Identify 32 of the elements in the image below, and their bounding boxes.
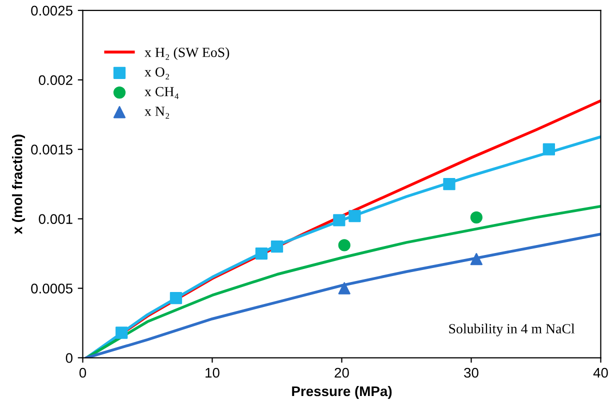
annotation: Solubility in 4 m NaCl [449,324,575,336]
y-tick-label: 0.002 [38,75,72,86]
point [255,247,268,260]
y-axis-title: x (mol fraction) [12,134,25,234]
point [542,143,556,156]
point [270,240,284,253]
point [338,239,350,252]
y-tick-label: 0.0015 [31,144,72,155]
point [333,214,346,226]
legend-label: x H₂ (SW EoS) [144,47,230,60]
point [116,326,128,339]
legend-label: x O₂ [144,67,170,80]
line-series [85,232,601,358]
line-series [85,204,601,358]
x-tick-label: 40 [593,368,608,378]
x-tick-label: 30 [464,368,478,378]
point [443,178,456,190]
x-tick-label: 0 [79,368,86,378]
point [170,292,182,304]
point [338,282,350,294]
legend-label: x N₂ [144,106,170,119]
point [470,211,482,224]
y-tick-label: 0.0025 [31,6,72,16]
x-tick-label: 20 [334,368,349,378]
point [348,210,361,222]
x-axis-title: Pressure (MPa) [292,386,392,399]
y-tick-label: 0 [66,353,72,363]
y-tick-label: 0.0005 [31,284,72,294]
y-tick-label: 0.001 [38,214,72,224]
x-tick-label: 10 [206,368,220,378]
point [470,253,482,266]
legend-label: x CH₄ [144,86,179,99]
